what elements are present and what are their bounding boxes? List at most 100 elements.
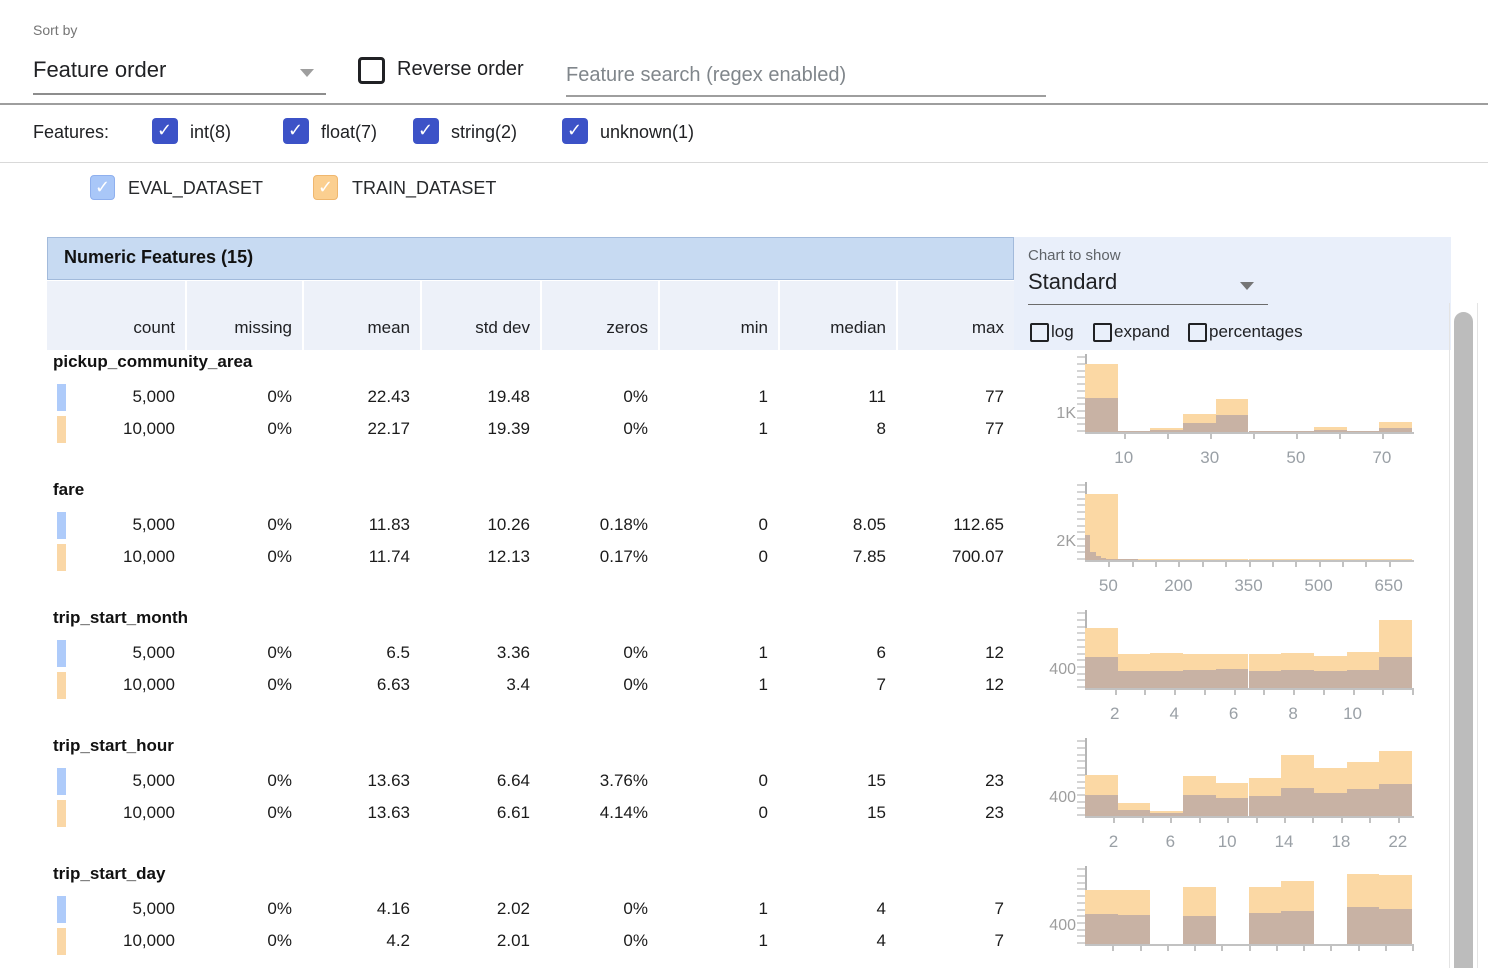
hist-bar-eval: [1085, 535, 1091, 560]
hist-bar-eval: [1111, 559, 1117, 560]
hist-y-tick: [1077, 928, 1085, 931]
train-dataset-checkbox[interactable]: [313, 175, 338, 200]
stat-cell: 10,000: [123, 675, 175, 694]
hist-x-tick: [1141, 818, 1144, 823]
hist-x-tick: [1108, 562, 1111, 567]
stat-cell: 7: [994, 899, 1004, 918]
hist-y-axis-label: 1K: [1056, 405, 1076, 422]
feature-search-input[interactable]: [566, 55, 1046, 97]
stat-cell: 10,000: [123, 419, 175, 438]
filter-checkbox-float[interactable]: [283, 118, 309, 144]
stat-cell: 6.5: [386, 643, 410, 662]
hist-x-tick: [1131, 562, 1134, 567]
hist-y-tick: [1077, 524, 1085, 527]
filter-label-string: string(2): [451, 122, 518, 142]
stat-cell: 112.65: [953, 515, 1004, 534]
hist-y-tick: [1077, 484, 1085, 487]
stat-cell: 7: [994, 931, 1004, 950]
stats-column-header: count missing mean std dev zeros min med…: [47, 281, 1014, 350]
hist-y-tick: [1077, 491, 1085, 493]
hist-y-tick: [1077, 908, 1085, 911]
column-separator: [302, 281, 304, 350]
stat-cell: 19.48: [487, 387, 530, 406]
hist-bar-eval: [1085, 794, 1118, 816]
stat-cell: 0%: [267, 931, 292, 950]
stat-cell: 0.18%: [599, 515, 648, 534]
stat-cell: 1: [758, 419, 768, 438]
eval-dataset-checkbox[interactable]: [90, 175, 115, 200]
hist-bar-eval: [1117, 431, 1151, 432]
hist-y-tick: [1077, 619, 1085, 621]
stat-cell: 0%: [623, 675, 648, 694]
hist-bar-train: [1248, 559, 1282, 560]
chart-type-dropdown[interactable]: Standard: [1028, 267, 1268, 305]
hist-bar-train: [1150, 559, 1184, 560]
hist-x-tick: [1233, 690, 1236, 695]
eval-dataset-label: EVAL_DATASET: [128, 178, 264, 198]
filter-checkbox-unknown[interactable]: [562, 118, 588, 144]
hist-bar-eval: [1346, 670, 1380, 688]
column-separator: [778, 281, 780, 350]
column-separator: [540, 281, 542, 350]
hist-y-tick: [1077, 383, 1085, 386]
hist-bar-train: [1313, 427, 1347, 432]
hist-x-tick: [1365, 562, 1368, 567]
hist-y-axis-label: 400: [1049, 789, 1076, 806]
stat-cell: 11.83: [368, 515, 410, 534]
sort-by-label: Sort by: [33, 22, 78, 38]
hist-bar-eval: [1281, 787, 1314, 816]
filter-checkbox-string[interactable]: [413, 118, 439, 144]
stat-cell: 6.64: [496, 771, 530, 790]
hist-y-tick: [1077, 511, 1085, 514]
hist-bar-eval: [1281, 670, 1314, 688]
hist-bar-eval: [1150, 429, 1184, 432]
hist-y-tick: [1077, 423, 1085, 426]
hist-y-tick: [1077, 868, 1085, 871]
reverse-order-checkbox[interactable]: [358, 57, 385, 84]
chart-to-show-label: Chart to show: [1028, 247, 1121, 264]
hist-y-tick: [1077, 645, 1085, 648]
hist-y-tick: [1077, 356, 1085, 359]
hist-y-tick: [1077, 760, 1085, 763]
stat-cell: 0%: [267, 387, 292, 406]
hist-y-tick: [1077, 363, 1085, 365]
hist-y-tick: [1077, 396, 1085, 399]
hist-y-tick: [1077, 537, 1085, 540]
hist-x-tick-label: 70: [1372, 448, 1392, 467]
hist-bar-eval: [1106, 558, 1112, 560]
hist-x-tick-label: 650: [1374, 576, 1403, 595]
sort-order-dropdown[interactable]: Feature order: [33, 53, 326, 95]
stat-cell: 7: [876, 675, 886, 694]
hist-x-tick: [1295, 434, 1298, 439]
train-dataset-swatch: [57, 672, 66, 699]
stat-cell: 8.05: [852, 515, 886, 534]
percentages-checkbox[interactable]: [1188, 323, 1207, 342]
hist-bar-eval: [1346, 907, 1380, 944]
stat-cell: 23: [985, 771, 1004, 790]
stat-cell: 0%: [623, 931, 648, 950]
hist-y-tick: [1077, 935, 1085, 938]
stat-cell: 5,000: [132, 643, 175, 662]
hist-x-tick: [1330, 946, 1333, 951]
hist-x-tick: [1352, 690, 1355, 695]
stat-cell: 5,000: [132, 387, 175, 406]
stat-cell: 13.63: [367, 803, 410, 822]
hist-y-tick: [1077, 376, 1085, 379]
hist-y-tick: [1077, 544, 1085, 547]
hist-bar-eval: [1085, 656, 1118, 688]
hist-y-tick: [1077, 807, 1085, 810]
stat-cell: 1: [758, 387, 768, 406]
stat-cell: 10.26: [487, 515, 530, 534]
vertical-scrollbar-thumb[interactable]: [1454, 312, 1473, 968]
log-checkbox[interactable]: [1030, 323, 1049, 342]
hist-x-tick-label: 50: [1098, 576, 1118, 595]
stat-cell: 2.01: [496, 931, 530, 950]
sort-bar: Sort by Feature order Reverse order: [0, 0, 1488, 105]
hist-y-tick: [1077, 409, 1085, 412]
feature-name: trip_start_month: [53, 608, 189, 627]
chart-type-value: Standard: [1028, 269, 1118, 294]
hist-x-tick: [1166, 434, 1169, 439]
expand-checkbox[interactable]: [1093, 323, 1112, 342]
filter-checkbox-int[interactable]: [152, 118, 178, 144]
eval-dataset-swatch: [57, 640, 66, 667]
